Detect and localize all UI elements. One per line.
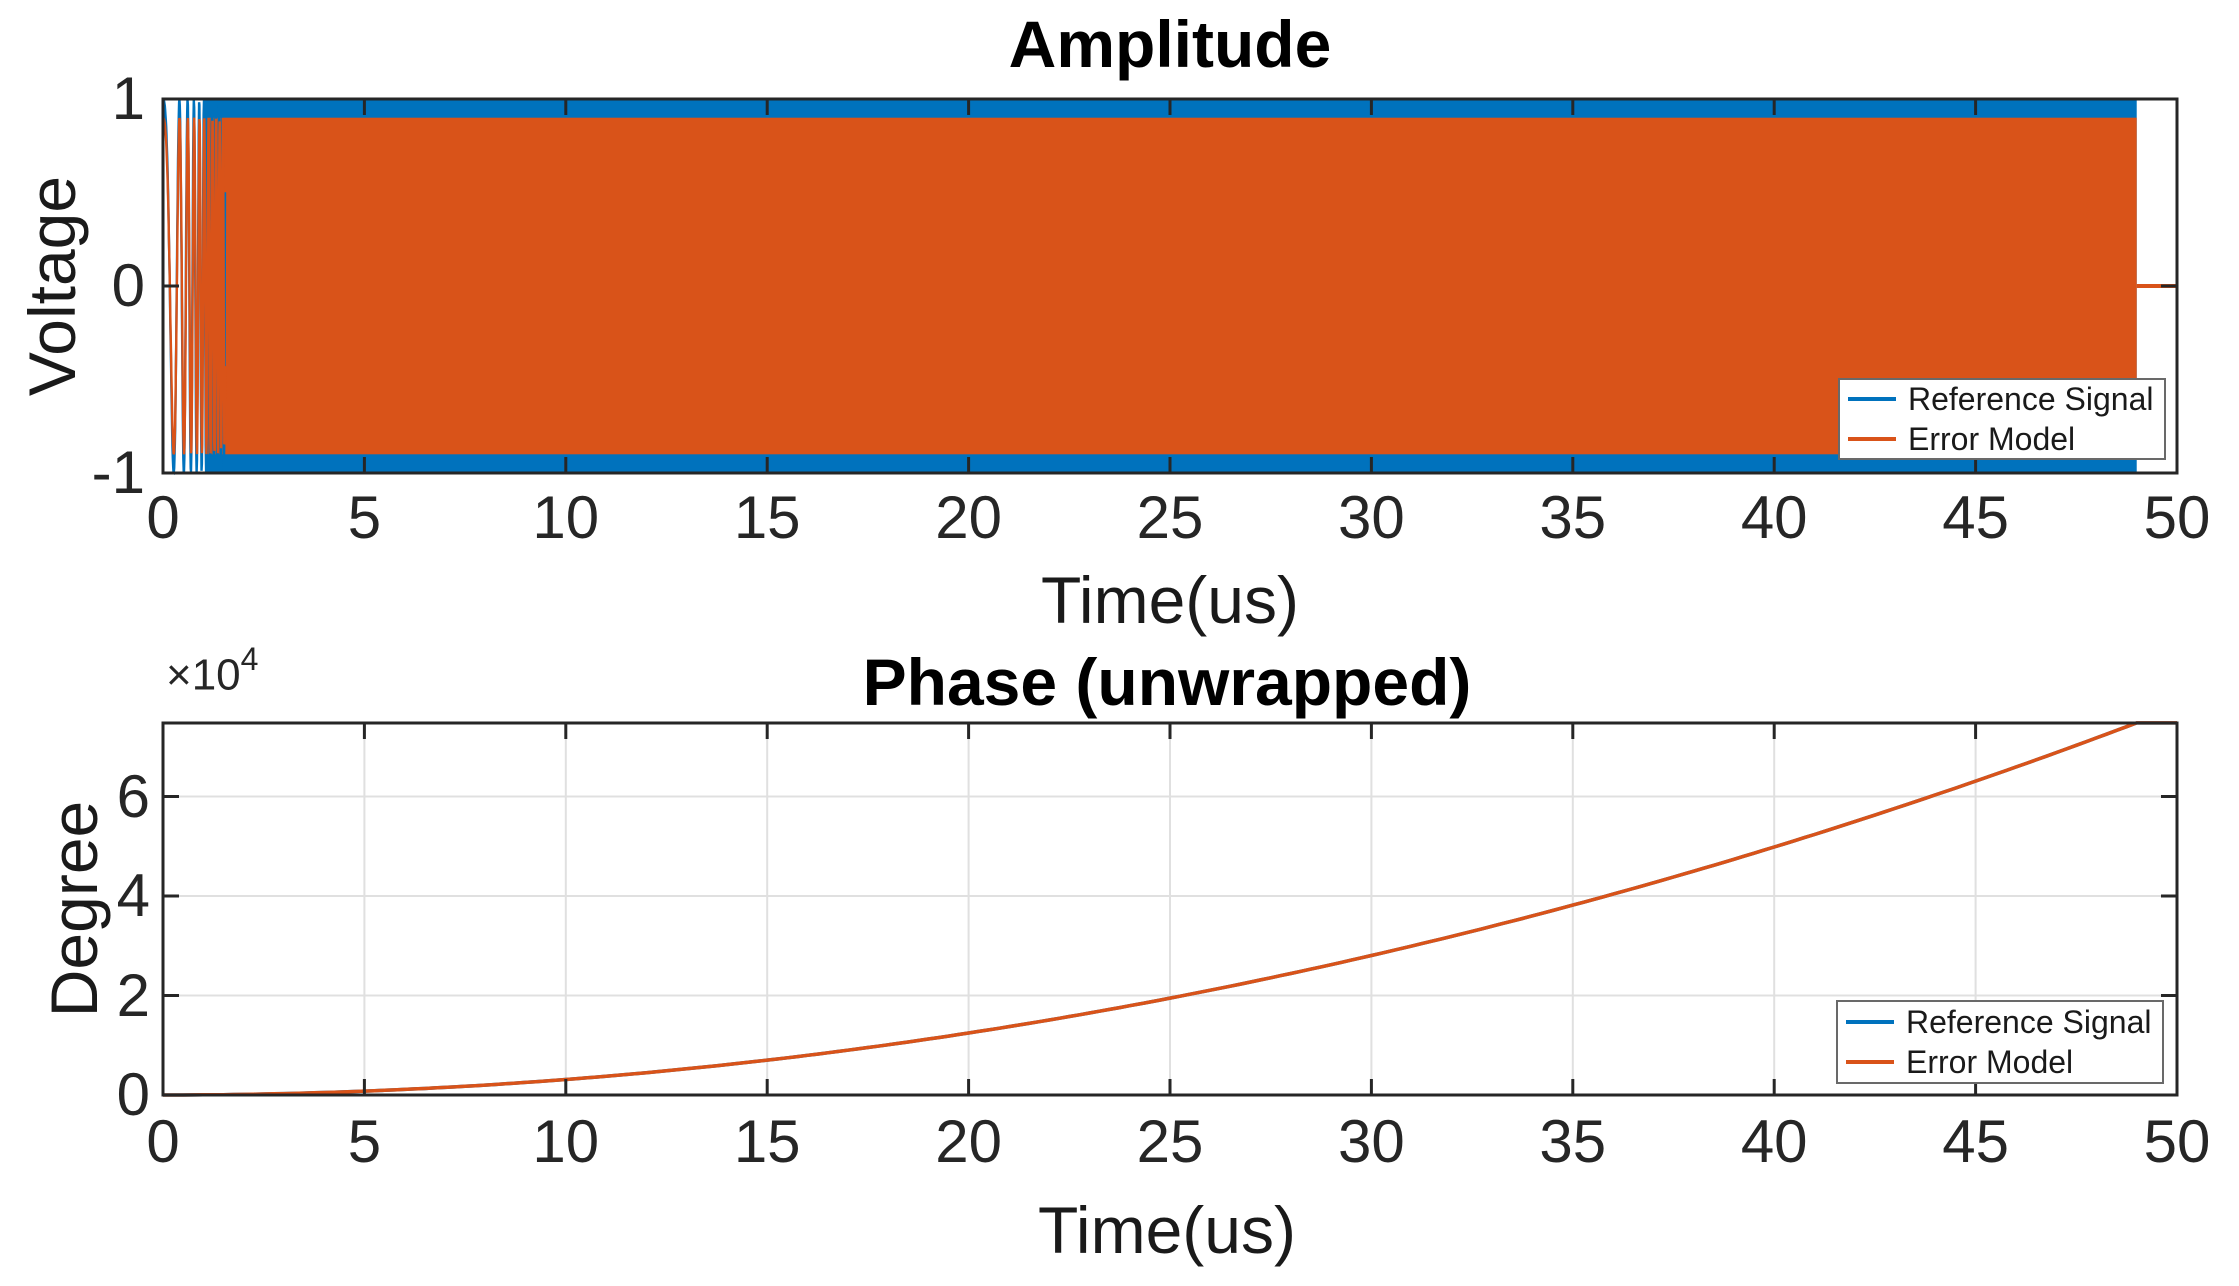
legend-label: Error Model bbox=[1908, 421, 2076, 457]
amplitude-y-tick-label: 1 bbox=[111, 65, 145, 132]
phase-y-tick-label: 2 bbox=[116, 961, 150, 1029]
phase-y-tick-label: 0 bbox=[116, 1061, 150, 1128]
phase-x-tick-label: 5 bbox=[347, 1108, 382, 1175]
amplitude-x-tick-label: 30 bbox=[1338, 484, 1405, 551]
legend-entry-reference: Reference Signal bbox=[1848, 382, 2156, 416]
phase-x-tick-label: 10 bbox=[532, 1108, 600, 1175]
amplitude-x-tick-label: 10 bbox=[532, 484, 600, 551]
exponent-base: ×10 bbox=[166, 650, 241, 700]
amplitude-x-tick-label: 50 bbox=[2143, 484, 2211, 551]
error-line-sample bbox=[1848, 437, 1896, 441]
phase-x-tick-label: 40 bbox=[1740, 1108, 1808, 1175]
amplitude-xlabel: Time(us) bbox=[1041, 563, 1299, 637]
legend-amplitude: Reference Signal Error Model bbox=[1838, 378, 2166, 460]
phase-x-tick-label: 30 bbox=[1338, 1108, 1405, 1175]
amplitude-x-tick-label: 35 bbox=[1539, 484, 1607, 551]
legend-label: Reference Signal bbox=[1908, 381, 2154, 417]
phase-xlabel: Time(us) bbox=[1038, 1193, 1296, 1267]
y-axis-exponent: ×104 bbox=[166, 641, 258, 701]
phase-x-tick-label: 50 bbox=[2143, 1108, 2211, 1175]
amplitude-x-tick-label: 25 bbox=[1136, 484, 1204, 551]
legend-entry-reference: Reference Signal bbox=[1846, 1005, 2154, 1039]
phase-x-tick-label: 25 bbox=[1136, 1108, 1204, 1175]
amplitude-x-tick-label: 20 bbox=[935, 484, 1002, 551]
legend-label: Error Model bbox=[1906, 1044, 2074, 1080]
amplitude-x-tick-label: 0 bbox=[146, 484, 180, 551]
phase-x-tick-label: 0 bbox=[146, 1108, 180, 1175]
amplitude-x-tick-label: 45 bbox=[1942, 484, 2009, 551]
amplitude-title: Amplitude bbox=[1008, 7, 1332, 81]
legend-entry-error: Error Model bbox=[1848, 422, 2156, 456]
legend-phase: Reference Signal Error Model bbox=[1836, 1000, 2164, 1084]
amplitude-y-tick-label: -1 bbox=[91, 439, 145, 506]
phase-x-tick-label: 45 bbox=[1942, 1108, 2009, 1175]
phase-x-tick-label: 15 bbox=[733, 1108, 801, 1175]
amplitude-x-tick-label: 15 bbox=[733, 484, 801, 551]
amplitude-y-tick-label: 0 bbox=[111, 252, 145, 319]
phase-y-tick-label: 4 bbox=[116, 862, 150, 929]
reference-line-sample bbox=[1848, 397, 1896, 401]
phase-y-tick-label: 6 bbox=[116, 762, 150, 830]
amplitude-x-tick-label: 5 bbox=[347, 484, 382, 551]
legend-entry-error: Error Model bbox=[1846, 1045, 2154, 1079]
phase-x-tick-label: 20 bbox=[935, 1108, 1002, 1175]
reference-line-sample bbox=[1846, 1020, 1894, 1024]
phase-title: Phase (unwrapped) bbox=[862, 645, 1472, 719]
error-line-sample bbox=[1846, 1060, 1894, 1064]
phase-x-tick-label: 35 bbox=[1539, 1108, 1607, 1175]
amplitude-x-tick-label: 40 bbox=[1740, 484, 1808, 551]
legend-label: Reference Signal bbox=[1906, 1004, 2152, 1040]
exponent-power: 4 bbox=[240, 641, 259, 677]
